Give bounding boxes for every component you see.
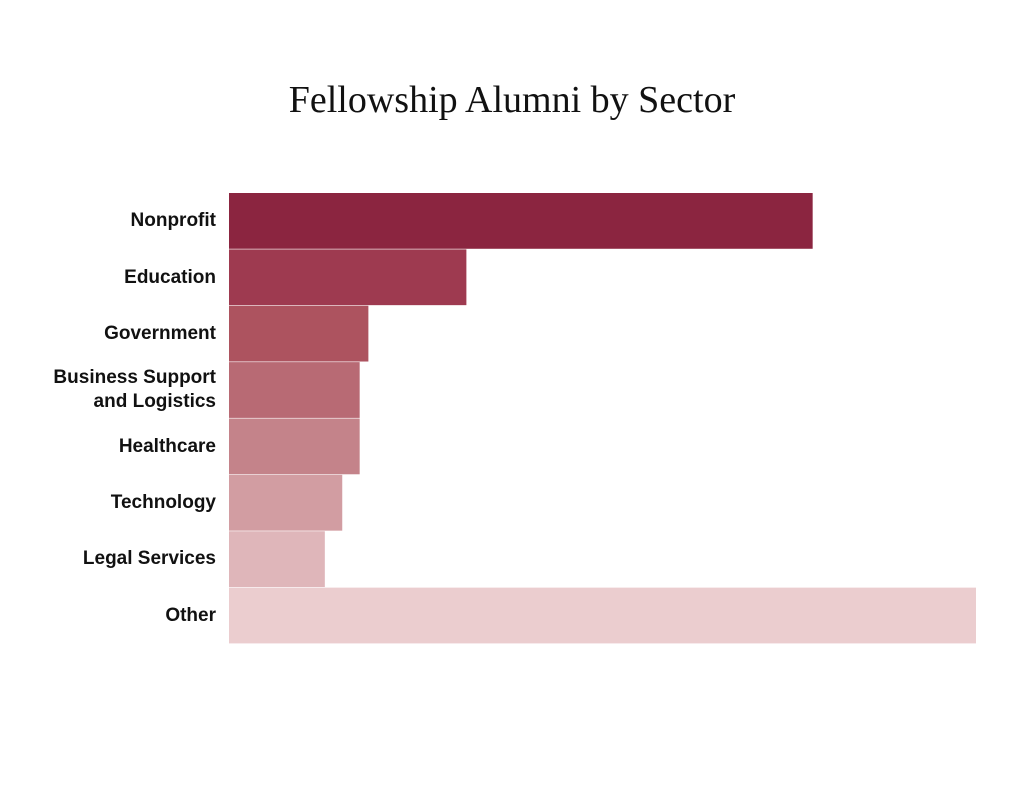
bar: [229, 587, 976, 644]
bar: [229, 193, 813, 249]
category-label: Healthcare: [118, 435, 216, 457]
bar: [229, 362, 360, 418]
category-label: Business Support and Logistics: [53, 367, 216, 413]
bar: [229, 474, 343, 531]
chart-title: Fellowship Alumni by Sector: [288, 79, 736, 121]
bar: [229, 305, 369, 362]
category-label: Technology: [110, 492, 216, 514]
category-label: Education: [124, 266, 216, 288]
bar: [229, 418, 360, 475]
category-label: Legal Services: [82, 548, 216, 570]
bar: [229, 249, 467, 306]
category-label: Government: [104, 322, 216, 344]
bar: [229, 531, 325, 588]
category-label: Other: [165, 604, 216, 626]
category-label: Nonprofit: [130, 210, 216, 232]
